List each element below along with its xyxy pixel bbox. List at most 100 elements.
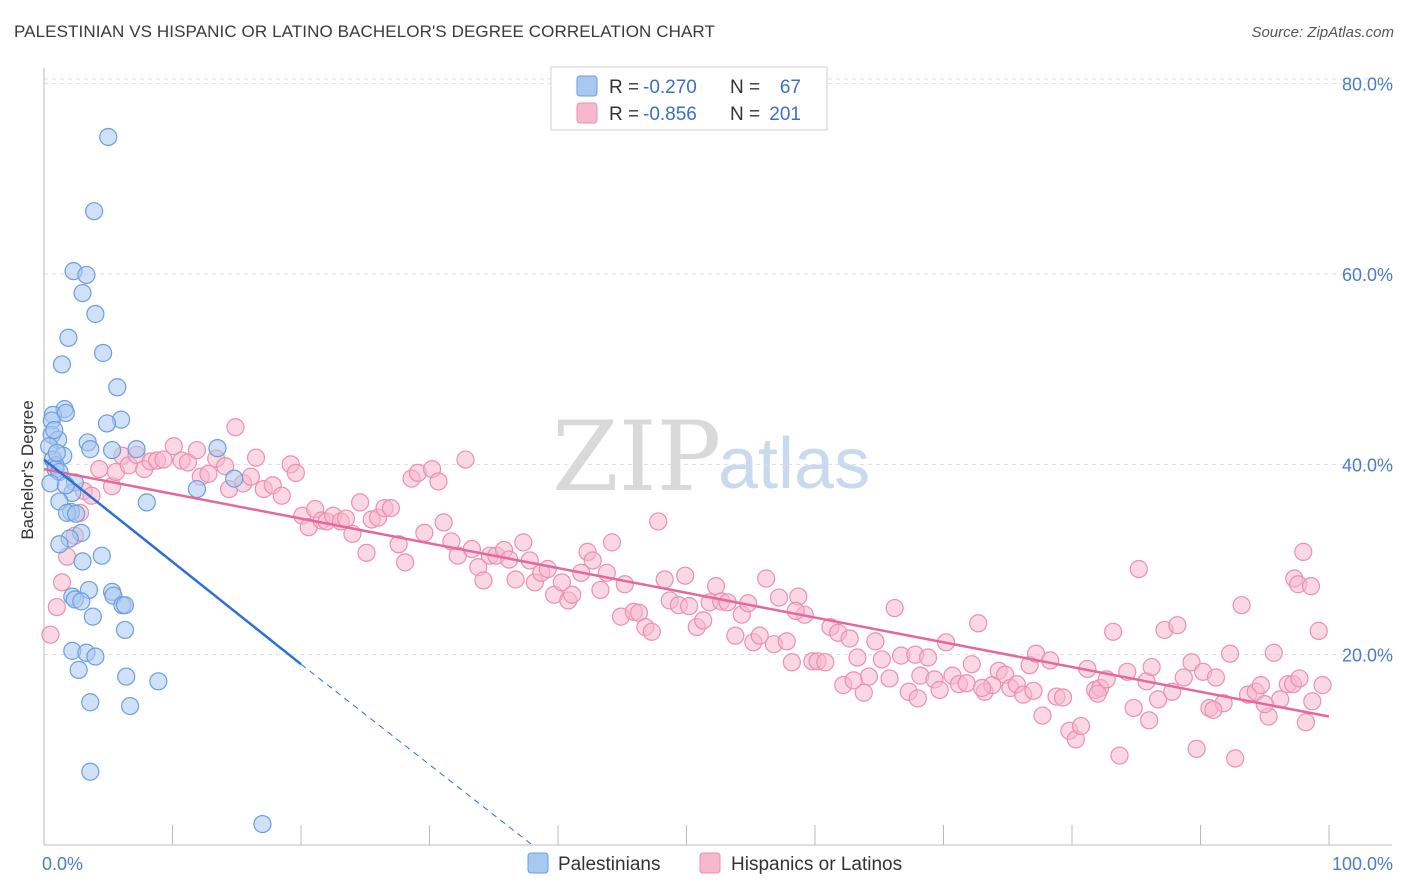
- point-hispanics-151: [1033, 706, 1052, 725]
- watermark-zip: ZIP: [552, 401, 721, 513]
- point-hispanics-173: [1174, 668, 1193, 687]
- point-hispanics-52: [395, 553, 415, 572]
- point-hispanics-203: [1088, 684, 1107, 703]
- point-palestinians-53: [115, 620, 135, 640]
- point-hispanics-191: [1290, 669, 1309, 688]
- point-hispanics-157: [1071, 716, 1091, 736]
- point-hispanics-185: [1251, 676, 1270, 695]
- point-hispanics-57: [429, 472, 448, 491]
- legend-n-value-2: 201: [769, 104, 801, 125]
- point-hispanics-69: [506, 570, 525, 589]
- point-hispanics-35: [286, 463, 305, 483]
- point-palestinians-23: [103, 440, 122, 460]
- point-hispanics-82: [591, 580, 610, 600]
- point-hispanics-33: [272, 486, 291, 505]
- point-hispanics-27: [226, 418, 245, 437]
- point-hispanics-70: [514, 533, 533, 552]
- legend-n-label-1: N =: [730, 77, 760, 98]
- point-hispanics-207: [844, 671, 863, 690]
- trend-line-hispanics: [43, 467, 1330, 718]
- point-hispanics-128: [885, 598, 904, 618]
- point-palestinians-64: [47, 443, 66, 463]
- point-hispanics-178: [1206, 668, 1226, 687]
- point-hispanics-23: [199, 464, 218, 483]
- legend-r-label-1: R =: [609, 77, 639, 98]
- point-hispanics-107: [750, 626, 769, 645]
- point-palestinians-0: [99, 127, 118, 147]
- point-hispanics-175: [1187, 739, 1206, 758]
- point-palestinians-42: [92, 546, 111, 565]
- y-tick-label-1: 40.0%: [1342, 455, 1393, 475]
- point-hispanics-62: [462, 539, 482, 559]
- point-hispanics-95: [676, 566, 695, 585]
- point-hispanics-140: [962, 655, 981, 674]
- point-hispanics-78: [563, 585, 582, 604]
- point-palestinians-65: [67, 504, 86, 523]
- legend-swatch-palestinians: [576, 75, 598, 97]
- point-hispanics-193: [1303, 692, 1322, 711]
- point-palestinians-33: [56, 476, 75, 495]
- point-hispanics-45: [351, 493, 370, 512]
- point-palestinians-21: [208, 439, 227, 458]
- point-hispanics-29: [241, 467, 260, 486]
- point-palestinians-56: [86, 647, 105, 666]
- point-hispanics-117: [816, 653, 835, 672]
- point-hispanics-181: [1226, 749, 1245, 768]
- point-hispanics-103: [726, 626, 745, 645]
- point-hispanics-127: [880, 669, 899, 688]
- point-palestinians-6: [59, 328, 78, 347]
- y-tick-labels: 20.0% 40.0% 60.0% 80.0%: [1342, 75, 1393, 666]
- point-palestinians-3: [77, 265, 96, 285]
- point-palestinians-9: [108, 378, 127, 397]
- axes: [43, 68, 1392, 846]
- point-hispanics-182: [1232, 596, 1251, 615]
- point-hispanics-0: [41, 625, 60, 644]
- point-hispanics-50: [381, 499, 401, 518]
- point-hispanics-43: [336, 509, 356, 528]
- series-legend: Palestinians Hispanics or Latinos: [527, 852, 902, 875]
- point-hispanics-91: [649, 512, 668, 531]
- point-palestinians-12: [56, 403, 75, 423]
- legend-r-label-2: R =: [609, 104, 639, 125]
- point-hispanics-46: [357, 543, 376, 562]
- point-palestinians-7: [94, 343, 113, 363]
- point-hispanics-25: [216, 457, 235, 476]
- point-palestinians-58: [117, 667, 136, 686]
- point-hispanics-17: [154, 450, 173, 469]
- point-hispanics-152: [1041, 651, 1060, 670]
- point-hispanics-196: [1294, 542, 1313, 561]
- point-hispanics-21: [187, 440, 207, 460]
- point-hispanics-90: [642, 622, 661, 641]
- point-hispanics-141: [969, 614, 988, 633]
- point-hispanics-108: [757, 569, 776, 588]
- point-palestinians-41: [50, 535, 69, 554]
- bottom-legend-label-hispanics: Hispanics or Latinos: [731, 854, 902, 875]
- chart-title: PALESTINIAN VS HISPANIC OR LATINO BACHEL…: [14, 22, 715, 41]
- point-hispanics-86: [615, 575, 634, 594]
- point-hispanics-96: [679, 597, 699, 616]
- point-hispanics-121: [840, 629, 859, 648]
- point-palestinians-15: [97, 414, 117, 433]
- point-palestinians-8: [52, 355, 72, 374]
- point-hispanics-139: [957, 674, 976, 693]
- bottom-legend-swatch-palestinians: [527, 852, 549, 874]
- y-axis-label: Bachelor's Degree: [18, 400, 37, 539]
- point-hispanics-166: [1129, 559, 1148, 579]
- point-hispanics-126: [872, 650, 891, 669]
- point-hispanics-165: [1124, 698, 1143, 718]
- point-hispanics-61: [456, 450, 475, 469]
- point-hispanics-1: [47, 597, 66, 617]
- point-hispanics-180: [1220, 644, 1240, 663]
- point-palestinians-63: [253, 814, 272, 834]
- point-palestinians-29: [225, 469, 244, 488]
- y-tick-label-3: 80.0%: [1342, 75, 1393, 95]
- point-hispanics-192: [1296, 713, 1315, 732]
- bottom-legend-label-palestinians: Palestinians: [558, 854, 660, 875]
- point-palestinians-43: [73, 552, 92, 571]
- point-hispanics-74: [538, 559, 557, 579]
- point-hispanics-111: [777, 632, 796, 651]
- point-palestinians-61: [120, 696, 140, 716]
- point-palestinians-57: [69, 660, 88, 679]
- y-tick-label-0: 20.0%: [1342, 646, 1393, 666]
- point-hispanics-122: [848, 648, 867, 667]
